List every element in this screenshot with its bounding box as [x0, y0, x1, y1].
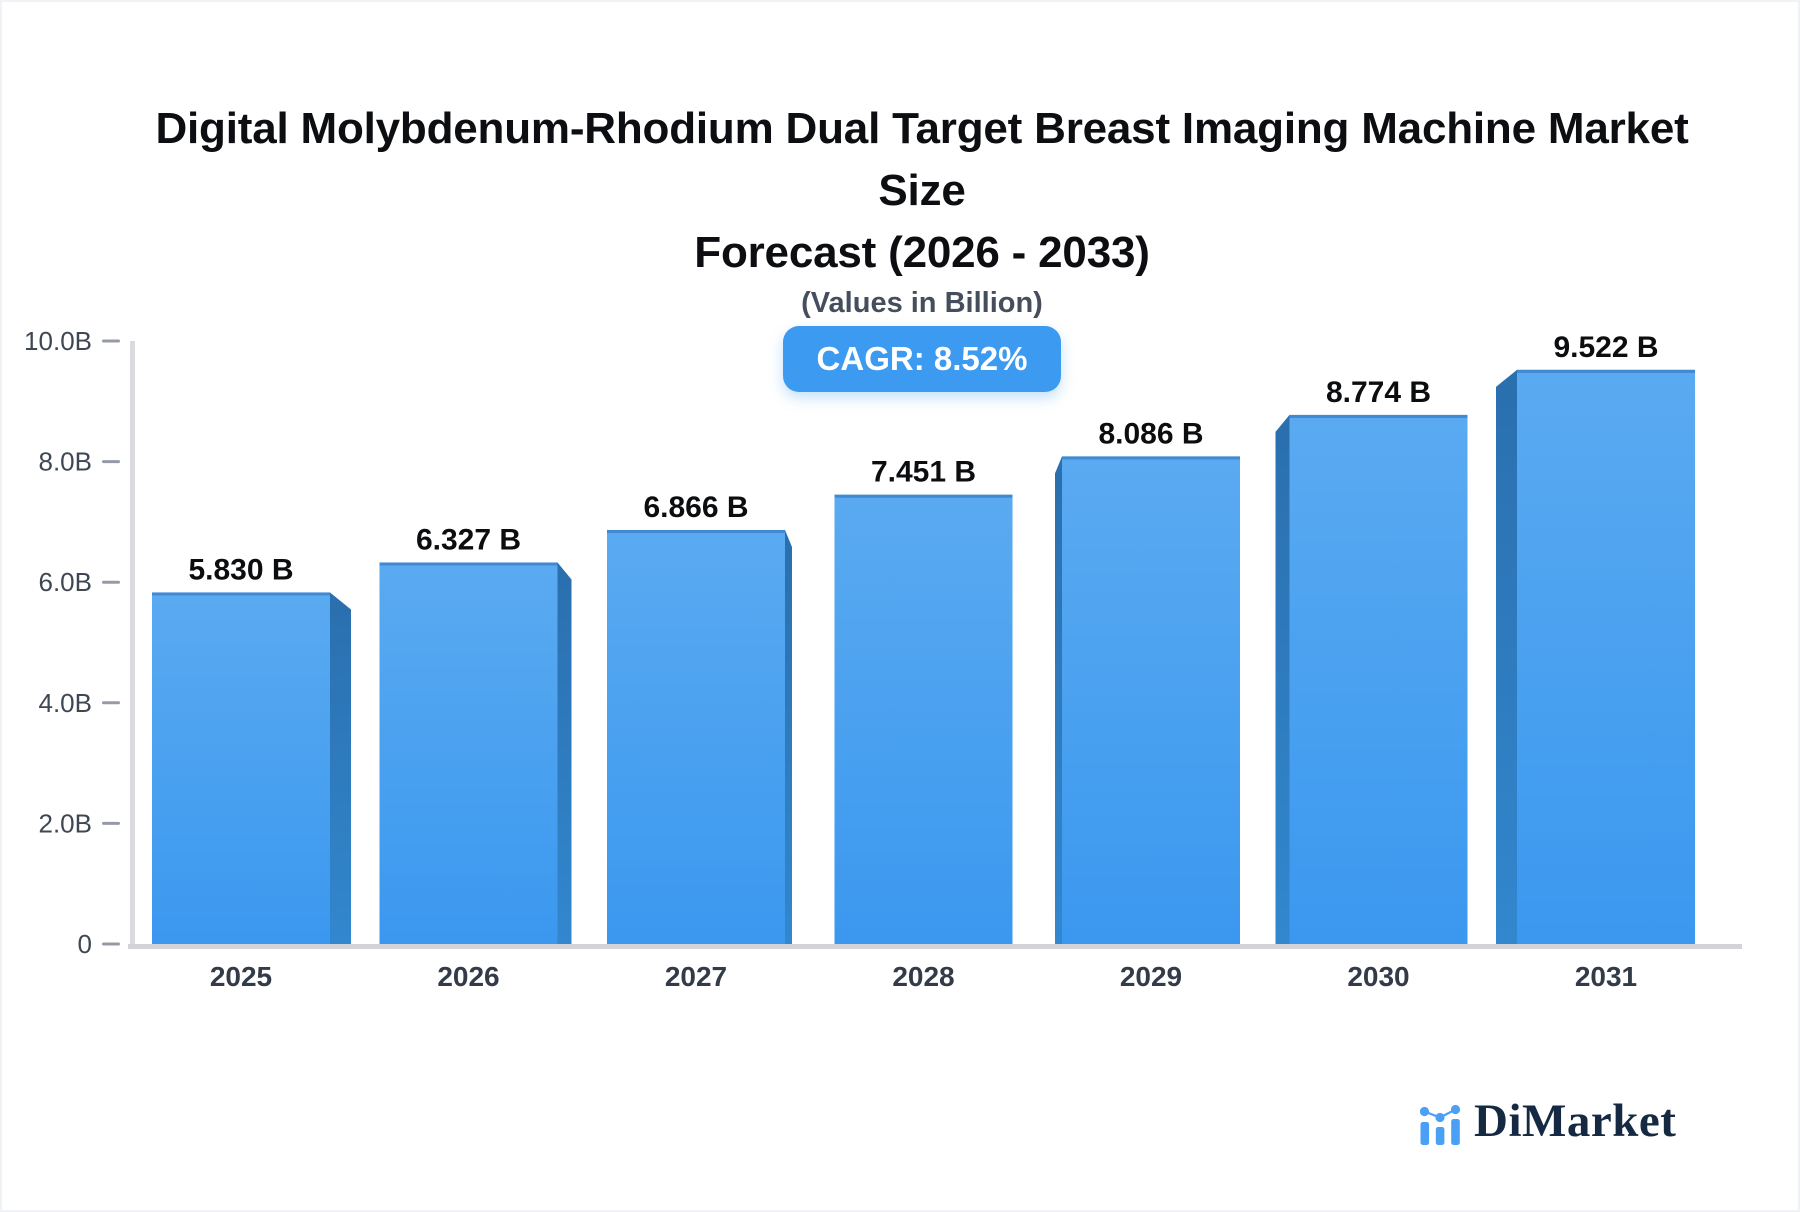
dimarket-logo: DiMarket [1420, 1098, 1676, 1145]
x-category-label: 2029 [1120, 961, 1182, 992]
y-tick-mark [102, 701, 120, 705]
bar-top-edge [152, 592, 330, 596]
x-category-label: 2031 [1575, 961, 1637, 992]
x-category-label: 2030 [1347, 961, 1409, 992]
y-tick-label: 0 [78, 929, 92, 959]
x-category-label: 2026 [437, 961, 499, 992]
y-tick-mark [102, 460, 120, 464]
bar-face[interactable] [1289, 414, 1468, 944]
bar-side-face [1496, 369, 1517, 945]
bar-value-label: 6.327 B [416, 523, 521, 556]
x-category-label: 2027 [665, 961, 727, 992]
cagr-badge: CAGR: 8.52% [782, 326, 1062, 392]
chart-title: Digital Molybdenum-Rhodium Dual Target B… [112, 98, 1732, 284]
bar-top-edge [1289, 414, 1468, 418]
bar-face[interactable] [1062, 456, 1240, 944]
bar-2025[interactable]: 5.830 B 2025 [152, 553, 351, 992]
bar-face[interactable] [834, 494, 1013, 944]
bar-2029[interactable]: 8.086 B 2029 [1055, 417, 1240, 992]
y-tick-mark [102, 339, 120, 343]
bar-2030[interactable]: 8.774 B 2030 [1275, 376, 1468, 992]
y-tick-label: 6.0B [39, 567, 93, 597]
y-tick-label: 4.0B [39, 688, 93, 718]
dimarket-logo-icon [1420, 1104, 1461, 1145]
y-tick-mark [102, 942, 120, 946]
bar-value-label: 6.866 B [643, 491, 748, 524]
x-category-label: 2028 [892, 961, 954, 992]
bar-value-label: 8.774 B [1326, 376, 1431, 409]
bar-2028[interactable]: 7.451 B 2028 [834, 456, 1013, 992]
y-tick-mark [102, 580, 120, 584]
bar-top-edge [1062, 456, 1240, 460]
y-tick-label: 2.0B [39, 808, 93, 838]
y-tick-label: 8.0B [39, 447, 93, 477]
dimarket-logo-text: DiMarket [1474, 1095, 1677, 1147]
bar-top-edge [607, 529, 785, 533]
bar-value-label: 8.086 B [1098, 417, 1203, 450]
bar-2031[interactable]: 9.522 B 2031 [1496, 331, 1695, 992]
bar-value-label: 7.451 B [871, 456, 976, 489]
bar-side-face [1055, 456, 1062, 944]
bar-side-face [330, 592, 351, 944]
x-axis-baseline [128, 944, 1742, 949]
bar-2026[interactable]: 6.327 B 2026 [379, 523, 572, 992]
bar-face[interactable] [379, 562, 558, 944]
bar-side-face [557, 562, 572, 944]
bar-value-label: 5.830 B [188, 553, 293, 586]
chart-title-line1: Digital Molybdenum-Rhodium Dual Target B… [155, 104, 1689, 215]
chart-header: Digital Molybdenum-Rhodium Dual Target B… [24, 2, 1798, 392]
chart-title-line2: Forecast (2026 - 2033) [694, 228, 1150, 277]
bar-face[interactable] [152, 592, 330, 944]
bar-2027[interactable]: 6.866 B 2027 [607, 491, 792, 992]
bar-side-face [1275, 414, 1290, 944]
bar-side-face [785, 529, 792, 944]
y-tick-label: 10.0B [24, 326, 92, 356]
y-tick-mark [102, 821, 120, 825]
bar-face[interactable] [1517, 369, 1695, 945]
bar-value-label: 9.522 B [1553, 331, 1658, 364]
bar-top-edge [834, 494, 1013, 498]
y-axis-line [130, 341, 135, 949]
bar-top-edge [1517, 369, 1695, 373]
chart-subtitle: (Values in Billion) [801, 287, 1043, 319]
x-category-label: 2025 [210, 961, 272, 992]
bar-face[interactable] [607, 529, 785, 944]
bar-top-edge [379, 562, 558, 566]
